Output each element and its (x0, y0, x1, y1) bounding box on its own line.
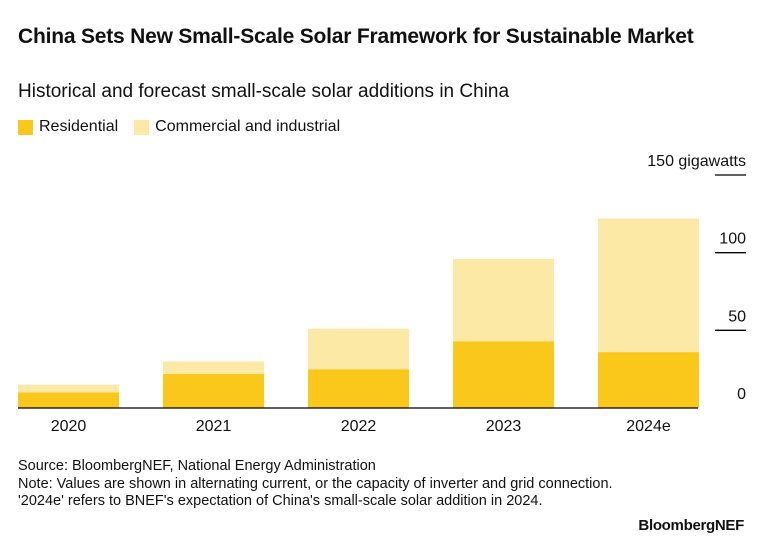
bar-residential-2020 (18, 392, 119, 408)
bar-commercial-2022 (308, 328, 409, 370)
legend-label-residential: Residential (39, 118, 119, 135)
x-tick-label-2021: 2021 (196, 418, 232, 435)
chart-notes: Source: BloombergNEF, National Energy Ad… (18, 458, 618, 511)
bar-commercial-2024e (598, 218, 699, 353)
x-tick-label-2023: 2023 (486, 418, 522, 435)
legend-item-residential: Residential (18, 118, 118, 136)
bar-commercial-2020 (18, 384, 119, 393)
legend-swatch-commercial (134, 119, 150, 135)
bar-chart: 2020 2021 2022 2023 2024e 0 50 100 150 gigawatts (18, 153, 746, 435)
methodology-note: Note: Values are shown in alternating cu… (18, 475, 613, 510)
legend-item-commercial: Commercial and industrial (134, 118, 340, 136)
y-tick-label-50: 50 (728, 308, 746, 325)
y-tick-label-100: 100 (719, 231, 746, 248)
y-tick-label-150: 150 gigawatts (647, 153, 746, 170)
x-tick-label-2020: 2020 (51, 418, 87, 435)
legend: Residential Commercial and industrial (18, 118, 356, 136)
x-tick-label-2024e: 2024e (626, 418, 671, 435)
source-note: Source: BloombergNEF, National Energy Ad… (18, 458, 376, 474)
y-tick-label-0: 0 (737, 386, 746, 403)
legend-swatch-residential (18, 119, 33, 135)
chart-title: China Sets New Small-Scale Solar Framewo… (18, 25, 694, 48)
bar-residential-2024e (598, 352, 699, 408)
bar-residential-2023 (453, 341, 554, 408)
bar-commercial-2021 (163, 361, 264, 374)
bar-residential-2021 (163, 373, 264, 408)
bar-commercial-2023 (453, 258, 554, 342)
chart-subtitle: Historical and forecast small-scale sola… (18, 81, 510, 102)
x-tick-label-2022: 2022 (341, 418, 377, 435)
brand-logo: BloombergNEF (638, 517, 744, 534)
bar-residential-2022 (308, 369, 409, 408)
legend-label-commercial: Commercial and industrial (155, 118, 341, 135)
